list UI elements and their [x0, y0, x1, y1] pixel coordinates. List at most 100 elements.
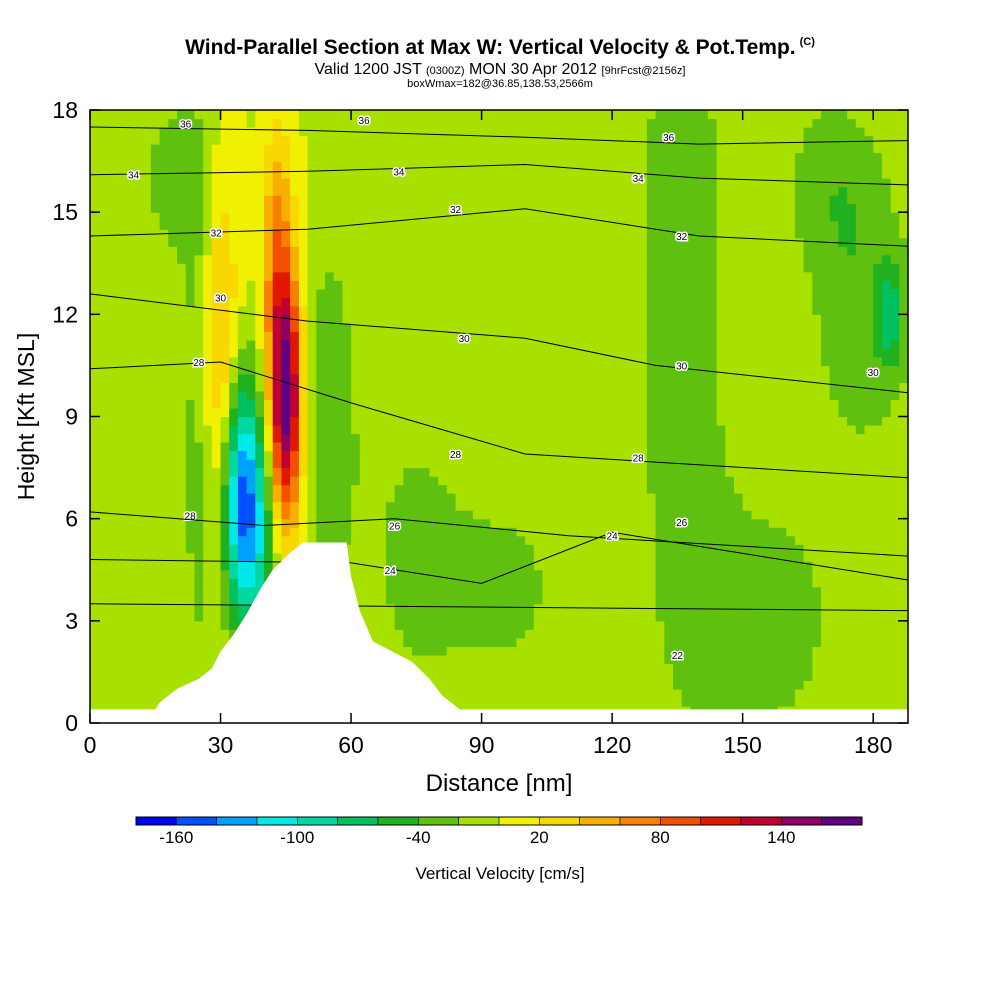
velocity-cell: [760, 671, 770, 681]
velocity-cell: [368, 578, 378, 588]
velocity-cell: [272, 467, 282, 477]
velocity-cell: [98, 263, 108, 273]
velocity-cell: [368, 629, 378, 639]
velocity-cell: [768, 578, 779, 588]
velocity-cell: [116, 663, 126, 673]
velocity-cell: [394, 467, 404, 477]
velocity-cell: [838, 493, 848, 503]
velocity-cell: [803, 654, 813, 664]
velocity-cell: [246, 544, 256, 554]
velocity-cell: [272, 356, 282, 366]
velocity-cell: [881, 527, 892, 537]
velocity-cell: [142, 646, 152, 656]
velocity-cell: [142, 476, 152, 486]
velocity-cell: [699, 425, 709, 435]
velocity-cell: [333, 373, 343, 383]
velocity-cell: [264, 373, 274, 383]
velocity-cell: [168, 297, 178, 307]
velocity-cell: [568, 518, 578, 528]
velocity-cell: [873, 671, 883, 681]
velocity-cell: [90, 416, 100, 426]
velocity-cell: [420, 586, 430, 596]
velocity-cell: [490, 442, 500, 452]
velocity-cell: [499, 544, 509, 554]
velocity-cell: [142, 356, 152, 366]
velocity-cell: [821, 416, 831, 426]
velocity-cell: [194, 646, 204, 656]
velocity-cell: [133, 637, 143, 647]
velocity-cell: [829, 271, 839, 281]
velocity-cell: [368, 620, 378, 630]
velocity-cell: [455, 586, 465, 596]
velocity-cell: [890, 467, 900, 477]
velocity-cell: [768, 646, 779, 656]
velocity-cell: [124, 288, 135, 298]
velocity-cell: [438, 612, 448, 622]
velocity-cell: [351, 535, 361, 545]
velocity-cell: [690, 484, 700, 494]
velocity-cell: [124, 305, 135, 315]
velocity-cell: [655, 697, 665, 707]
velocity-cell: [681, 391, 691, 401]
velocity-cell: [481, 442, 491, 452]
velocity-cell: [90, 339, 100, 349]
velocity-cell: [359, 365, 370, 375]
velocity-cell: [377, 586, 387, 596]
velocity-cell: [107, 425, 117, 435]
velocity-cell: [429, 535, 439, 545]
velocity-cell: [690, 408, 700, 418]
velocity-cell: [368, 382, 378, 392]
velocity-cell: [612, 433, 622, 443]
velocity-cell: [229, 552, 239, 562]
velocity-cell: [725, 450, 735, 460]
velocity-cell: [333, 527, 343, 537]
velocity-cell: [124, 637, 135, 647]
velocity-cell: [412, 322, 422, 332]
velocity-cell: [855, 663, 866, 673]
velocity-cell: [185, 408, 195, 418]
velocity-cell: [699, 561, 709, 571]
velocity-cell: [211, 297, 222, 307]
velocity-cell: [351, 450, 361, 460]
velocity-cell: [281, 365, 291, 375]
velocity-cell: [812, 586, 822, 596]
velocity-cell: [325, 391, 335, 401]
velocity-cell: [307, 425, 317, 435]
velocity-cell: [116, 467, 126, 477]
velocity-cell: [307, 399, 317, 409]
velocity-cell: [847, 510, 857, 520]
velocity-cell: [499, 391, 509, 401]
velocity-cell: [490, 654, 500, 664]
velocity-cell: [246, 305, 256, 315]
velocity-cell: [133, 680, 143, 690]
velocity-cell: [821, 527, 831, 537]
velocity-cell: [429, 450, 439, 460]
velocity-cell: [203, 382, 213, 392]
velocity-cell: [559, 339, 570, 349]
velocity-cell: [821, 561, 831, 571]
velocity-cell: [281, 399, 291, 409]
velocity-cell: [446, 271, 457, 281]
velocity-cell: [768, 535, 779, 545]
velocity-cell: [638, 399, 648, 409]
velocity-cell: [316, 322, 326, 332]
velocity-cell: [168, 620, 178, 630]
velocity-cell: [368, 322, 378, 332]
velocity-cell: [838, 544, 848, 554]
velocity-cell: [107, 288, 117, 298]
velocity-cell: [734, 561, 744, 571]
velocity-cell: [246, 373, 256, 383]
velocity-cell: [499, 501, 509, 511]
velocity-cell: [351, 459, 361, 469]
velocity-cell: [107, 382, 117, 392]
velocity-cell: [551, 569, 561, 579]
velocity-cell: [533, 527, 544, 537]
velocity-cell: [142, 688, 152, 698]
velocity-cell: [290, 459, 300, 469]
velocity-cell: [620, 365, 631, 375]
velocity-cell: [220, 629, 230, 639]
velocity-cell: [116, 314, 126, 324]
velocity-cell: [490, 603, 500, 613]
velocity-cell: [734, 680, 744, 690]
velocity-cell: [586, 493, 596, 503]
